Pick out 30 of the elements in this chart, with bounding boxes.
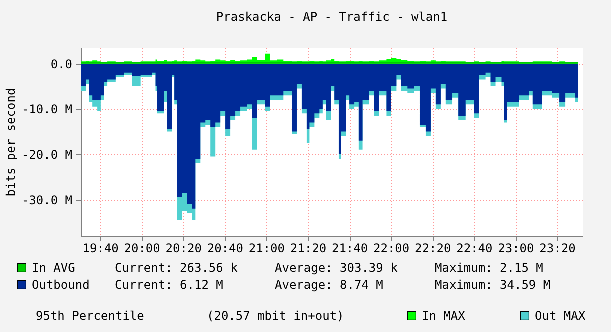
x-tick-label: 20:00 [124,242,160,256]
x-tick-label: 22:00 [374,242,410,256]
text: Current: 6.12 M [115,278,224,292]
x-tick-label: 20:40 [207,242,244,256]
x-tick-label: 22:20 [415,242,452,256]
y-tick-label: -20.0 M [22,148,72,162]
legend-label: Out MAX [535,309,586,323]
text: 95th Percentile [36,309,144,323]
x-tick-label: 21:00 [248,242,286,256]
x-tick-label: 21:40 [332,242,368,256]
x-tick-label: 22:40 [456,242,493,256]
text: Maximum: 34.59 M [435,278,551,292]
y-axis-title: bits per second [4,88,18,197]
text: Current: 263.56 k [115,261,239,275]
legend-label: In MAX [422,309,466,323]
legend-label: Outbound [32,278,90,292]
x-tick-label: 23:20 [540,242,576,256]
y-tick-label: 0.0 [50,57,72,72]
chart-title: Praskacka - AP - Traffic - wlan1 [216,10,448,24]
x-tick-label: 20:20 [166,242,202,256]
y-tick-label: -10.0 M [22,102,72,117]
x-tick-label: 21:20 [290,242,327,256]
text: Maximum: 2.15 M [435,261,544,275]
legend-label: In AVG [32,261,76,275]
text: Average: 8.74 M [275,278,384,292]
x-tick-label: 19:40 [82,242,119,256]
x-tick-label: 23:00 [498,242,534,256]
y-tick-label: -30.0 M [22,193,72,208]
text: (20.57 mbit in+out) [207,309,344,323]
text: Average: 303.39 k [275,261,399,275]
